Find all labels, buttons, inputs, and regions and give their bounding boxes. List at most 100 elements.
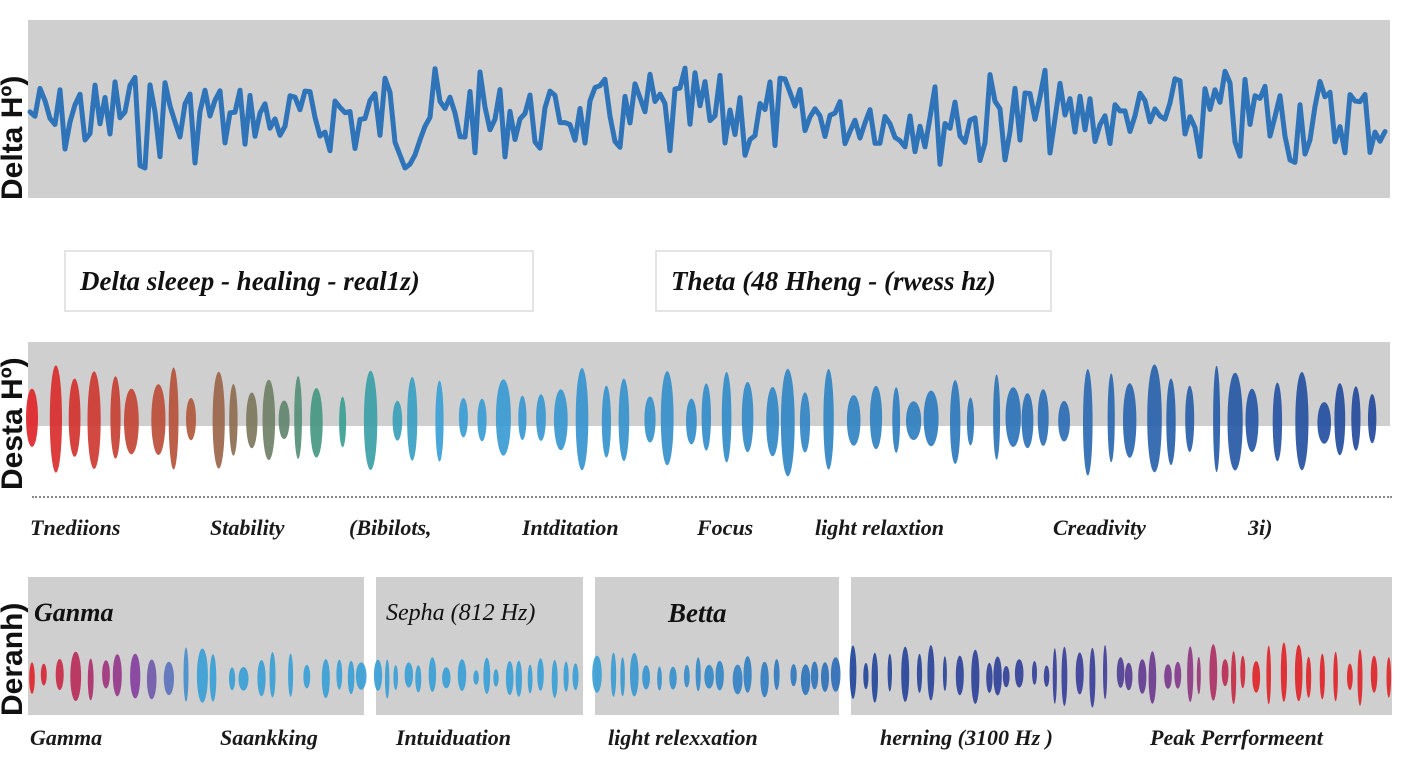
sepha-wave-blob	[537, 658, 544, 691]
gamma-wave-blob	[183, 647, 189, 702]
gamma-wave-blob	[336, 659, 343, 690]
middle-wave-blob	[950, 380, 961, 464]
sepha-wave-blob	[385, 659, 390, 699]
sepha-wave-blob	[373, 659, 383, 691]
middle-wave-blob	[392, 400, 403, 441]
middle-wave-blob	[407, 377, 418, 461]
middle-wave-blob	[477, 398, 487, 442]
peak-wave-blob	[1357, 649, 1363, 706]
gamma-wave-blob	[29, 662, 35, 694]
peak-wave-blob	[1386, 657, 1392, 698]
middle-wave-blob	[553, 389, 568, 451]
peak-wave-blob	[927, 645, 935, 701]
delta-wave-line	[27, 65, 1388, 171]
betta-wave-blob	[642, 665, 650, 690]
gamma-wave-blob	[321, 659, 330, 699]
peak-wave-blob	[942, 656, 947, 691]
betta-wave-blob	[610, 652, 617, 697]
sepha-wave-blob	[457, 659, 467, 691]
peak-wave-blob	[1347, 663, 1353, 690]
peak-wave-blob	[887, 653, 892, 692]
peak-wave-blob	[1266, 645, 1271, 705]
peak-wave-blob	[955, 655, 964, 696]
peak-wave-blob	[1116, 657, 1125, 688]
middle-wave-blob	[495, 379, 511, 456]
middle-wave-blob	[892, 387, 901, 453]
middle-wave-blob	[68, 378, 81, 457]
peak-wave-blob	[1370, 655, 1378, 693]
bottom-caption: Gamma	[30, 725, 103, 750]
middle-wave-blob	[110, 376, 121, 459]
middle-wave-blob	[1351, 386, 1361, 451]
peak-wave-blob	[1306, 656, 1312, 698]
middle-wave-blob	[87, 371, 101, 469]
middle-wave-blob	[49, 365, 63, 473]
middle-wave-blob	[212, 371, 225, 469]
peak-wave-blob	[1103, 645, 1108, 700]
gamma-wave-blob	[112, 654, 122, 697]
middle-wave-blob	[1368, 394, 1377, 444]
middle-wave-blob	[1213, 365, 1221, 473]
gamma-wave-blob	[257, 660, 266, 697]
peak-wave-blob	[1209, 644, 1218, 701]
middle-wave-blob	[1185, 385, 1195, 452]
peak-wave-blob	[863, 662, 869, 690]
middle-wave-blob	[823, 369, 834, 470]
middle-caption: light relaxtion	[815, 515, 944, 540]
gamma-wave-blob	[209, 654, 217, 702]
middle-caption: Stability	[210, 515, 285, 540]
betta-wave-blob	[715, 660, 724, 691]
gamma-wave-blob	[130, 653, 141, 699]
bottom-caption: Intuiduation	[396, 725, 511, 750]
middle-wave-blob	[26, 388, 38, 447]
peak-wave-blob	[1043, 665, 1050, 687]
middle-wave-blob	[186, 398, 196, 441]
peak-wave-blob	[871, 652, 878, 703]
peak-wave-blob	[1280, 642, 1287, 702]
peak-wave-blob	[993, 656, 1002, 696]
betta-wave-blob	[620, 657, 625, 697]
betta-wave-blob	[630, 652, 639, 697]
sepha-wave-blob	[415, 665, 422, 693]
sepha-wave-blob	[572, 663, 579, 691]
middle-wave-blob	[1107, 373, 1115, 463]
betta-wave-blob	[743, 656, 752, 693]
middle-wave-blob	[1317, 402, 1331, 444]
middle-wave-blob	[1147, 364, 1162, 473]
bottom-caption: herning (3100 Hz )	[880, 725, 1053, 750]
sepha-wave-blob	[404, 662, 413, 688]
middle-wave-blob	[846, 395, 861, 446]
middle-wave-blob	[294, 376, 302, 459]
middle-wave-blob	[993, 374, 1001, 460]
gamma-wave-blob	[163, 661, 174, 696]
betta-wave-blob	[830, 657, 841, 692]
middle-wave-blob	[1058, 400, 1070, 442]
middle-wave-blob	[1227, 372, 1243, 471]
peak-wave-blob	[1014, 659, 1024, 688]
peak-wave-blob	[1164, 664, 1172, 689]
gamma-wave-blob	[87, 658, 94, 701]
middle-wave-blob	[339, 396, 347, 448]
peak-wave-blob	[971, 649, 980, 704]
peak-wave-blob	[1333, 651, 1338, 702]
middle-wave-blob	[701, 383, 711, 451]
gamma-wave-blob	[70, 651, 82, 701]
betta-wave-blob	[732, 664, 743, 695]
middle-wave-blob	[151, 384, 166, 455]
gamma-wave-blob	[347, 660, 355, 695]
peak-wave-blob	[1075, 652, 1084, 695]
peak-wave-blob	[1294, 644, 1303, 702]
top-wave-svg	[27, 65, 1388, 171]
sepha-wave-blob	[551, 659, 558, 698]
peak-wave-blob	[916, 653, 923, 693]
middle-wave-blob	[435, 380, 444, 462]
middle-caption: 3i)	[1248, 515, 1273, 540]
betta-wave-blob	[669, 666, 677, 690]
sepha-panel	[376, 577, 583, 715]
sepha-wave-blob	[473, 670, 479, 685]
middle-wave-blob	[1037, 389, 1049, 446]
middle-wave-blob	[966, 397, 975, 446]
middle-wave-blob	[1245, 388, 1259, 452]
bottom-caption: Saankking	[220, 725, 318, 750]
peak-wave-blob	[1231, 651, 1237, 705]
